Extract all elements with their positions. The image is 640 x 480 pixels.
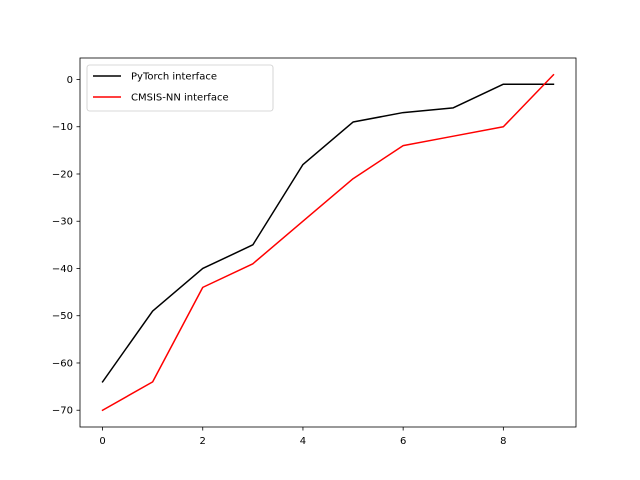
series-line-0 [101,83,555,383]
plot-area [80,58,576,427]
legend-label-0: PyTorch interface [131,72,217,83]
y-tick-label: −60 [52,358,73,369]
y-axis-ticks: 0 −10 −20 −30 −40 −50 −60 −70 [52,75,80,417]
y-tick-label: −10 [52,122,73,133]
legend-label-1: CMSIS-NN interface [131,93,229,104]
series-layer [101,73,555,412]
x-tick-label: 0 [99,436,105,447]
series-line-1 [101,73,555,412]
y-tick-label: −50 [52,311,73,322]
y-tick-label: −30 [52,217,73,228]
x-tick-label: 2 [200,436,206,447]
y-tick-label: 0 [67,75,73,86]
y-tick-label: −40 [52,264,73,275]
axes-frame [79,57,577,428]
y-tick-label: −20 [52,169,73,180]
y-tick-label: −70 [52,406,73,417]
legend-box [86,64,274,112]
x-axis-ticks: 0 2 4 6 8 [99,427,507,447]
legend: PyTorch interface CMSIS-NN interface [86,64,274,112]
x-tick-label: 8 [500,436,506,447]
x-tick-label: 6 [400,436,406,447]
x-tick-label: 4 [300,436,306,447]
